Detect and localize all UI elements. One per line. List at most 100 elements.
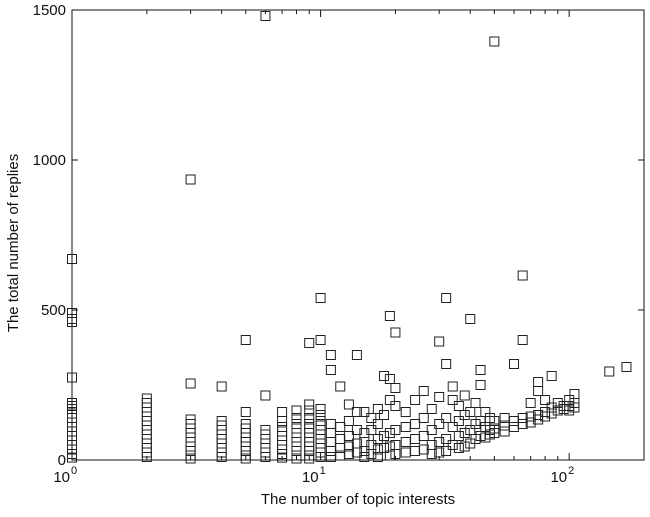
y-tick-label: 500	[41, 302, 66, 319]
scatter-point	[434, 392, 445, 402]
scatter-point	[569, 402, 580, 413]
scatter-point	[379, 443, 390, 453]
scatter-point	[335, 434, 346, 444]
scatter-point	[426, 404, 437, 414]
scatter-point	[447, 440, 458, 450]
scatter-point	[546, 408, 557, 419]
scatter-point	[489, 36, 500, 47]
scatter-point	[552, 398, 563, 408]
scatter-point	[325, 437, 336, 447]
scatter-point	[325, 419, 336, 429]
scatter-point	[533, 386, 544, 396]
scatter-point	[459, 441, 470, 452]
scatter-point	[379, 371, 390, 381]
scatter-point	[277, 407, 288, 417]
scatter-point	[366, 413, 377, 423]
scatter-point	[459, 428, 470, 438]
scatter-point	[509, 416, 520, 426]
scatter-point	[441, 434, 452, 444]
y-tick-label: 1500	[33, 2, 66, 19]
x-tick-base: 10	[302, 469, 319, 486]
x-tick-label: 10 2	[550, 465, 574, 486]
scatter-point	[441, 293, 452, 303]
scatter-point	[315, 410, 326, 420]
scatter-point	[410, 434, 421, 444]
scatter-point	[379, 410, 390, 420]
scatter-point	[343, 416, 354, 426]
scatter-point	[447, 381, 458, 392]
scatter-point	[384, 428, 395, 438]
scatter-point	[410, 395, 421, 405]
scatter-point	[441, 413, 452, 423]
x-tick-exponent: 0	[71, 465, 77, 477]
scatter-point	[447, 422, 458, 432]
x-tick-label: 10 1	[302, 465, 326, 486]
scatter-point	[475, 380, 486, 390]
scatter-point	[465, 407, 476, 417]
scatter-point	[359, 452, 370, 462]
scatter-point	[470, 398, 481, 408]
scatter-point	[304, 405, 315, 416]
scatter-point	[441, 359, 452, 369]
scatter-point	[216, 381, 227, 392]
scatter-point	[325, 428, 336, 438]
scatter-point	[372, 434, 383, 444]
scatter-point	[277, 416, 288, 426]
scatter-point	[372, 444, 383, 455]
scatter-point	[533, 414, 544, 425]
scatter-point	[558, 404, 569, 414]
scatter-point	[384, 395, 395, 405]
scatter-point	[499, 426, 510, 437]
scatter-point	[185, 174, 196, 185]
scatter-point	[216, 452, 227, 462]
scatter-point	[621, 362, 632, 372]
scatter-point	[343, 449, 354, 459]
scatter-point	[372, 452, 383, 462]
scatter-point	[509, 422, 520, 432]
scatter-point	[447, 395, 458, 405]
scatter-point	[418, 413, 429, 423]
scatter-point	[315, 404, 326, 414]
scatter-point	[325, 365, 336, 375]
scatter-point	[569, 389, 580, 399]
scatter-point	[410, 419, 421, 429]
x-tick-base: 10	[53, 469, 70, 486]
scatter-point	[384, 374, 395, 384]
scatter-point	[304, 453, 315, 464]
scatter-point	[335, 422, 346, 432]
scatter-point	[351, 350, 362, 360]
x-tick-exponent: 1	[320, 465, 326, 477]
scatter-point	[453, 416, 464, 426]
scatter-point	[453, 401, 464, 411]
scatter-point	[343, 431, 354, 441]
scatter-point	[400, 407, 411, 417]
x-tick-base: 10	[550, 469, 567, 486]
scatter-point	[335, 381, 346, 392]
scatter-point	[372, 419, 383, 429]
scatter-point	[291, 453, 302, 464]
scatter-point	[533, 377, 544, 387]
scatter-point	[359, 446, 370, 456]
scatter-point	[418, 386, 429, 396]
scatter-point	[426, 449, 437, 459]
scatter-point	[351, 407, 362, 417]
scatter-point	[470, 434, 481, 444]
scatter-point	[291, 413, 302, 423]
scatter-point	[434, 437, 445, 447]
scatter-point	[304, 338, 315, 348]
scatter-point	[372, 404, 383, 414]
scatter-point	[325, 446, 336, 456]
y-tick-label: 1000	[33, 152, 66, 169]
scatter-point	[315, 452, 326, 462]
scatter-point	[291, 405, 302, 416]
scatter-point	[517, 335, 528, 345]
scatter-point	[343, 441, 354, 452]
scatter-point	[379, 431, 390, 441]
scatter-point	[260, 452, 271, 462]
scatter-point	[517, 419, 528, 429]
scatter-point	[453, 443, 464, 453]
scatter-point	[240, 407, 251, 417]
scatter-point	[489, 428, 500, 438]
y-axis-title: The total number of replies	[5, 154, 22, 332]
